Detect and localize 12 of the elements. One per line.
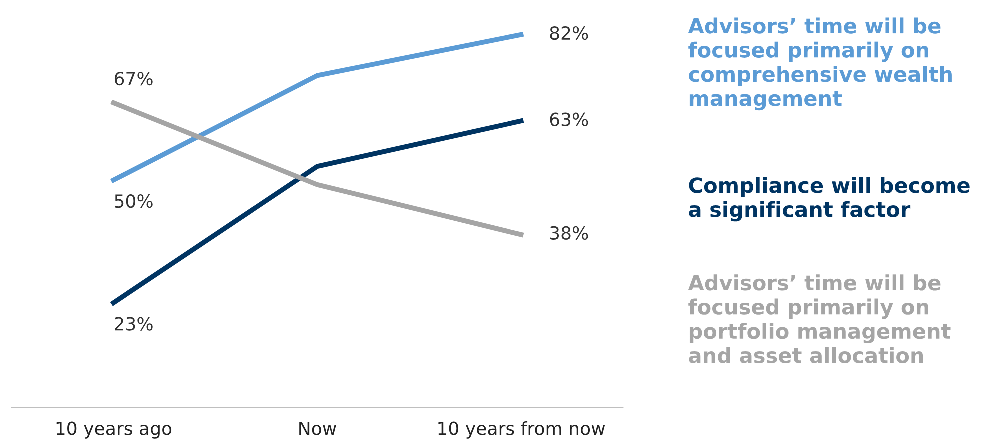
x-tick-label: 10 years from now	[438, 421, 606, 439]
text: Compliance will become a significant factor	[689, 177, 970, 222]
data-label: 23%	[115, 317, 153, 331]
x-tick-label: Now	[300, 422, 336, 436]
data-label: 63%	[550, 112, 588, 126]
text: Advisors’ time will be focused primarily on portfolio management and asset allocation	[688, 274, 951, 364]
data-label: 38%	[550, 226, 588, 240]
x-tick-label: 10 years ago	[56, 422, 172, 439]
data-label: 50%	[115, 194, 153, 208]
data-label: 82%	[550, 26, 588, 40]
text: Advisors’ time will be focused primarily on comprehensive wealth management	[688, 18, 952, 111]
data-label: 67%	[114, 72, 153, 86]
